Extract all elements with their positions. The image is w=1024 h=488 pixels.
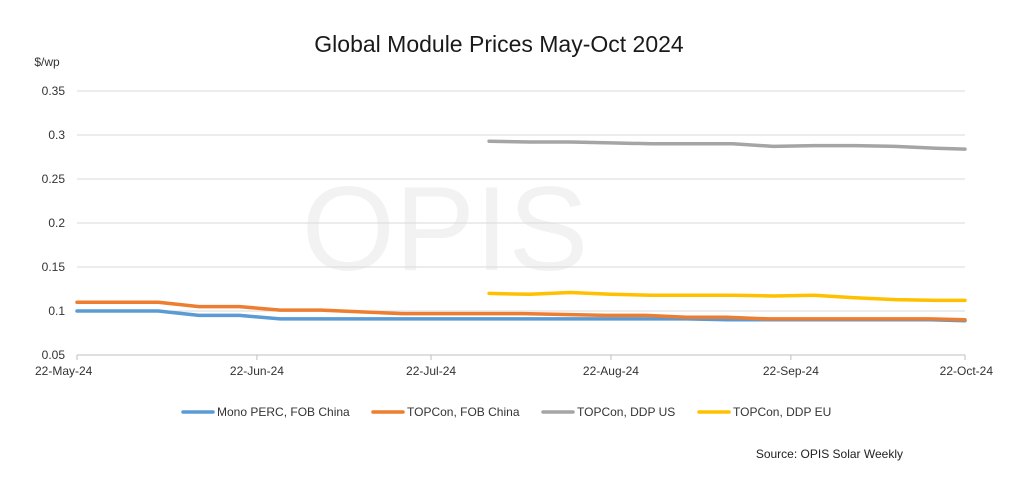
x-tick-label: 22-Sep-24 xyxy=(763,364,819,378)
series-lines xyxy=(75,139,967,323)
source-note: Source: OPIS Solar Weekly xyxy=(756,447,903,461)
series-line-4 xyxy=(487,290,967,303)
legend-label: TOPCon, DDP EU xyxy=(733,405,831,419)
y-axis-tick-labels: 0.05 0.1 0.15 0.2 0.25 0.3 0.35 xyxy=(42,84,66,362)
y-tick-label: 0.25 xyxy=(42,172,66,186)
x-axis xyxy=(76,354,966,360)
x-tick-label: 22-Jul-24 xyxy=(406,364,456,378)
series-line-3 xyxy=(487,139,967,151)
legend-label: TOPCon, FOB China xyxy=(407,405,520,419)
x-tick-label: 22-Jun-24 xyxy=(230,364,284,378)
x-tick-label: 22-Aug-24 xyxy=(583,364,639,378)
watermark-text: OPIS xyxy=(302,162,589,296)
y-tick-label: 0.2 xyxy=(48,216,65,230)
x-tick-label: 22-Oct-24 xyxy=(940,364,994,378)
y-tick-label: 0.1 xyxy=(48,304,65,318)
gridlines xyxy=(77,90,965,312)
legend-label: Mono PERC, FOB China xyxy=(217,405,350,419)
series-line-2 xyxy=(75,300,967,322)
y-tick-label: 0.3 xyxy=(48,128,65,142)
y-tick-label: 0.35 xyxy=(42,84,66,98)
legend: Mono PERC, FOB China TOPCon, FOB China TOP… xyxy=(181,405,831,419)
legend-label: TOPCon, DDP US xyxy=(577,405,675,419)
y-tick-label: 0.05 xyxy=(42,348,66,362)
y-tick-label: 0.15 xyxy=(42,260,66,274)
chart-title: Global Module Prices May-Oct 2024 xyxy=(314,31,684,57)
y-axis-unit-label: $/wp xyxy=(34,55,60,69)
x-tick-label: 22-May-24 xyxy=(35,364,93,378)
x-axis-tick-labels: 22-May-24 22-Jun-24 22-Jul-24 22-Aug-24 22-S… xyxy=(35,364,993,378)
